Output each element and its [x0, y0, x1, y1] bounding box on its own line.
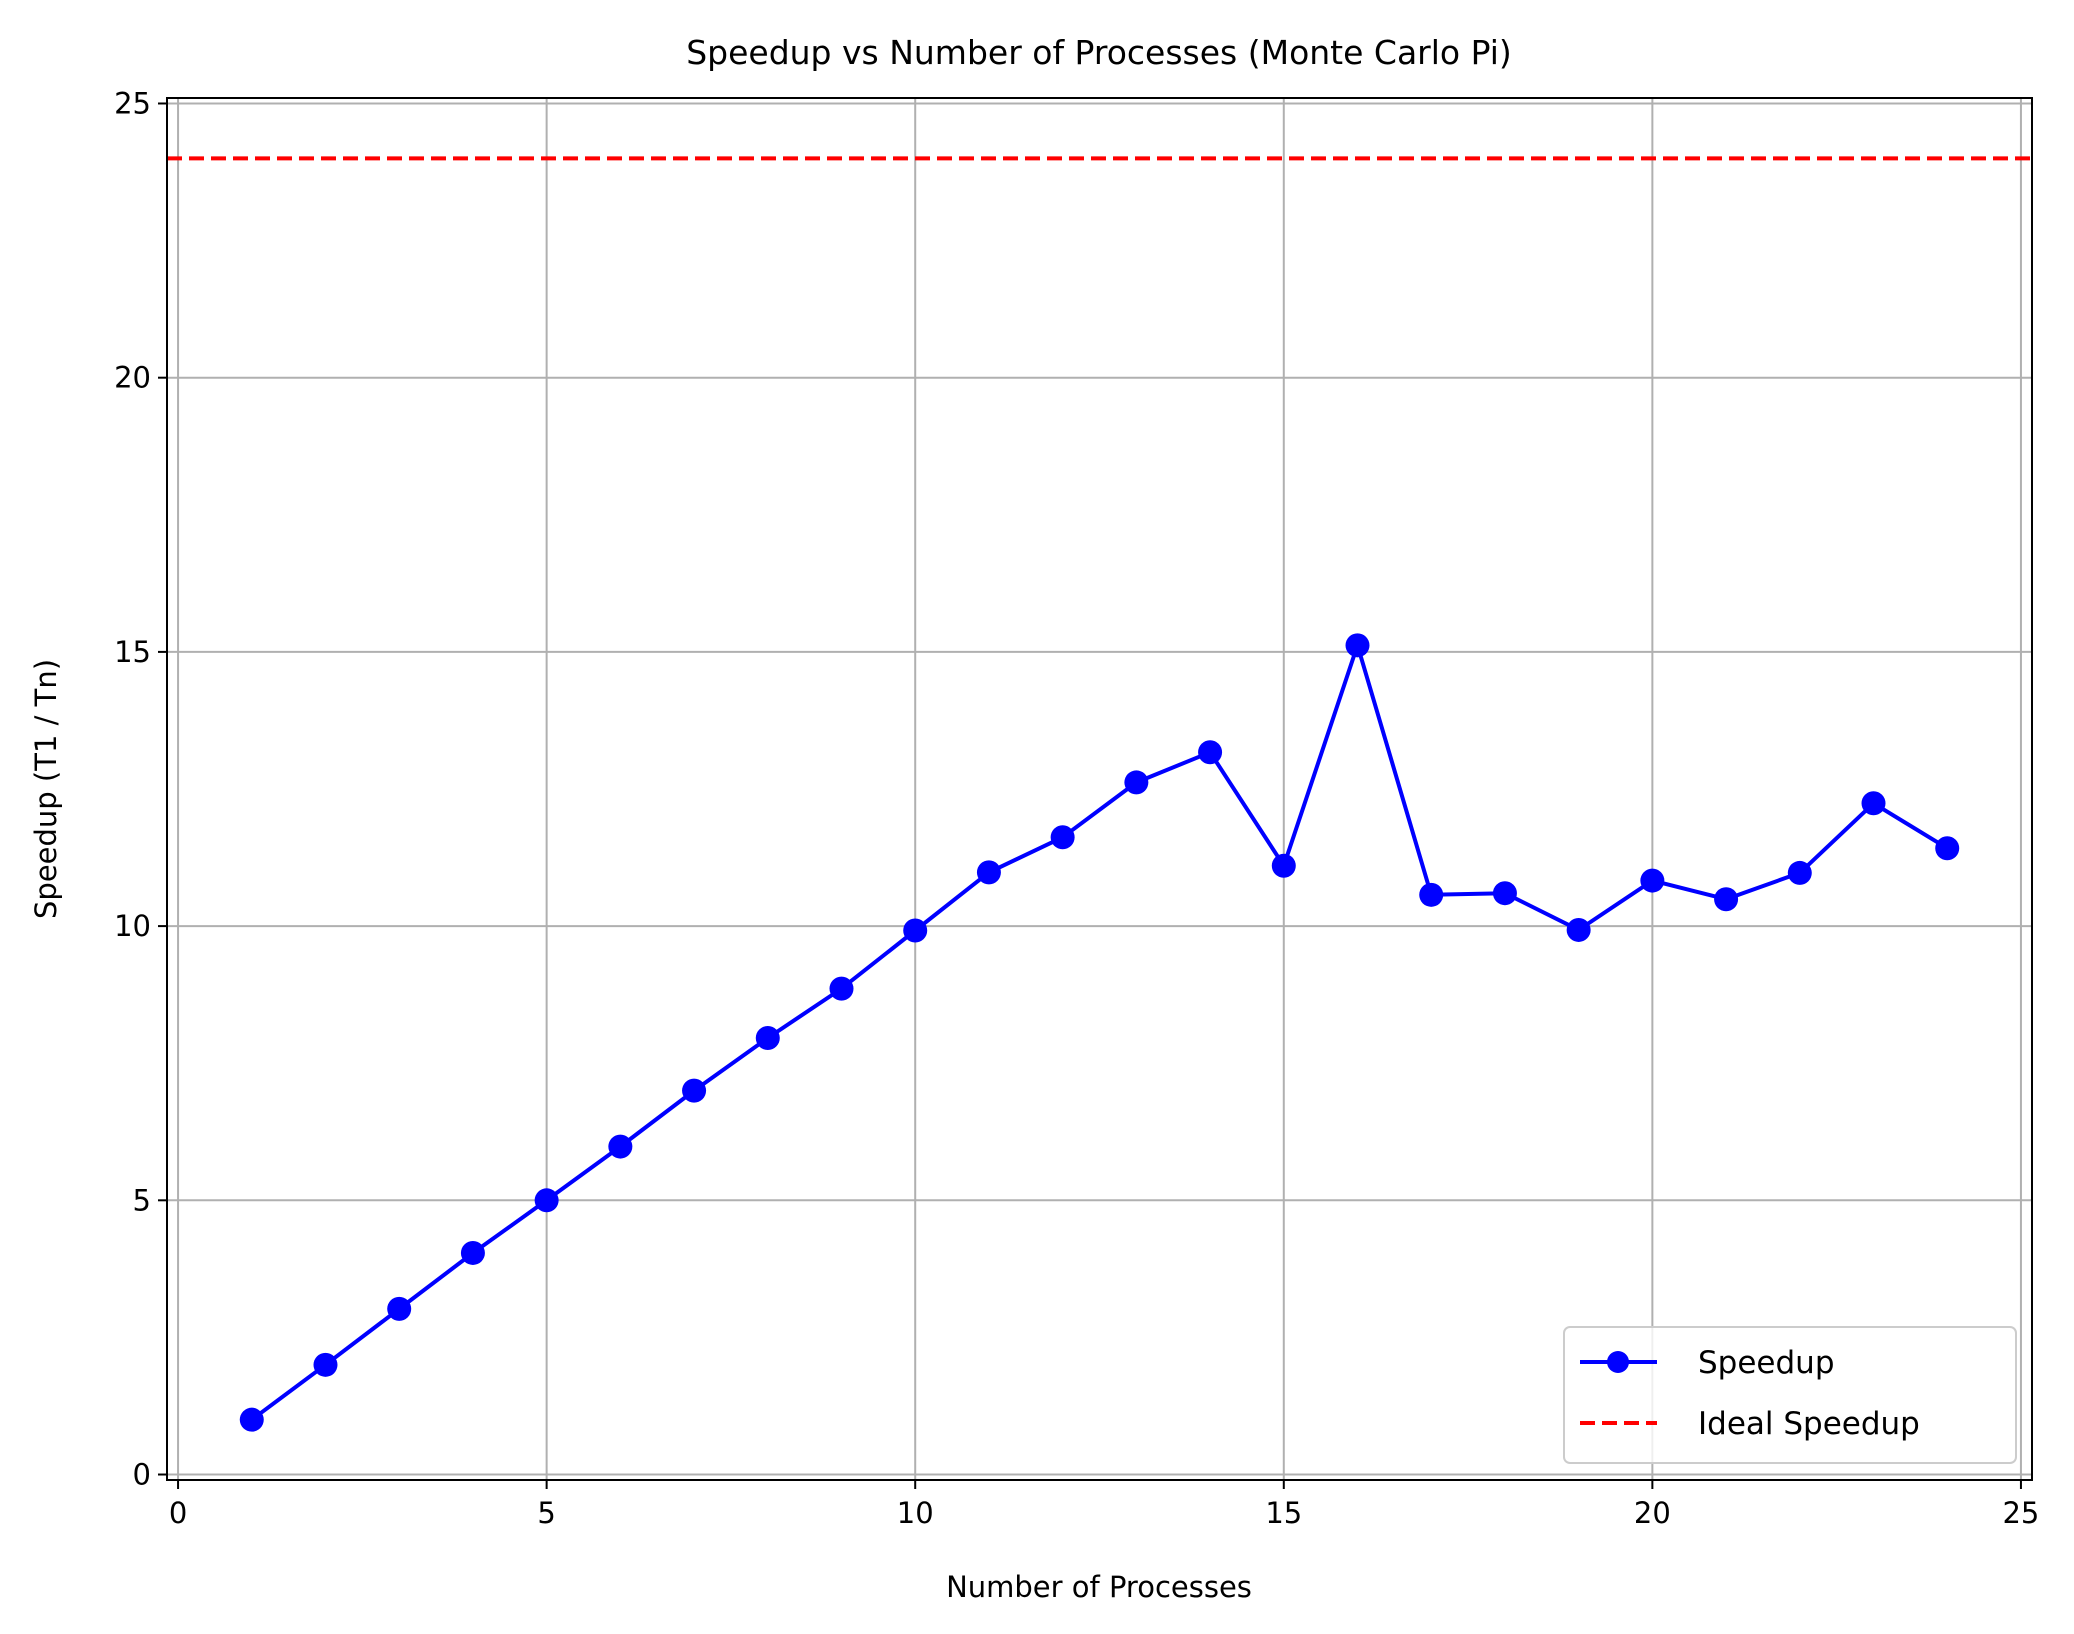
speedup-point	[829, 976, 854, 1001]
x-axis-ticks: 0 5 10 15 20 25	[169, 1480, 2039, 1530]
legend-frame	[1563, 1326, 2017, 1464]
grid-lines	[167, 98, 2032, 1480]
speedup-point	[1566, 917, 1591, 942]
speedup-point	[460, 1240, 485, 1265]
legend-speedup-label: Speedup	[1698, 1345, 1835, 1381]
speedup-point	[608, 1134, 633, 1159]
y-tick-label: 10	[114, 909, 151, 943]
speedup-point	[1787, 860, 1812, 885]
speedup-point	[534, 1188, 559, 1213]
speedup-point	[1640, 868, 1665, 893]
speedup-point	[1271, 853, 1296, 878]
speedup-point	[976, 860, 1001, 885]
speedup-line	[250, 643, 1949, 1422]
speedup-point	[1714, 887, 1739, 912]
speedup-point	[682, 1078, 707, 1103]
speedup-point	[239, 1407, 264, 1432]
y-axis-label: Speedup (T1 / Tn)	[29, 659, 63, 919]
speedup-point	[1050, 825, 1075, 850]
y-tick-label: 0	[133, 1458, 151, 1492]
y-tick-label: 5	[133, 1183, 151, 1217]
x-tick-label: 20	[1634, 1496, 1671, 1530]
chart-title: Speedup vs Number of Processes (Monte Ca…	[686, 33, 1512, 72]
y-tick-label: 15	[114, 635, 151, 669]
y-tick-label: 25	[114, 86, 151, 120]
speedup-point	[1492, 881, 1517, 906]
speedup-point	[755, 1025, 780, 1050]
speedup-point	[1419, 882, 1444, 907]
legend: Speedup Ideal Speedup	[1563, 1326, 2017, 1464]
speedup-point	[1198, 740, 1223, 765]
x-tick-label: 15	[1265, 1496, 1302, 1530]
y-axis-ticks: 0 5 10 15 20 25	[114, 86, 167, 1492]
x-axis-label: Number of Processes	[946, 1570, 1252, 1604]
speedup-point	[1345, 633, 1370, 658]
x-tick-label: 25	[2002, 1496, 2039, 1530]
speedup-point	[1124, 770, 1149, 795]
speedup-point	[1935, 836, 1960, 861]
y-tick-label: 20	[114, 361, 151, 395]
legend-speedup-marker	[1607, 1351, 1629, 1373]
speedup-point	[313, 1352, 338, 1377]
plot-series	[167, 156, 2032, 1432]
legend-ideal-label: Ideal Speedup	[1698, 1406, 1920, 1442]
speedup-point	[1861, 791, 1886, 816]
speedup-point	[903, 918, 928, 943]
x-tick-label: 10	[897, 1496, 934, 1530]
plot-frame	[166, 97, 2033, 1481]
x-tick-label: 0	[169, 1496, 187, 1530]
x-tick-label: 5	[537, 1496, 555, 1530]
speedup-point	[387, 1296, 412, 1321]
